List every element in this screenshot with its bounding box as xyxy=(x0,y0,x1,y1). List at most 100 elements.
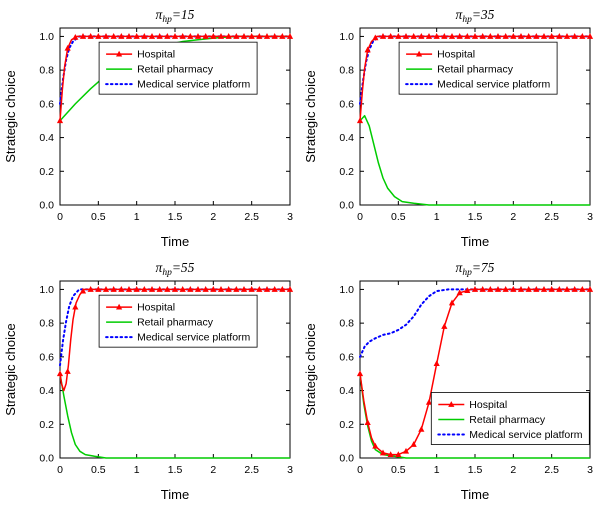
triangle-marker xyxy=(502,286,509,292)
legend: Hospital Retail pharmacy Medical service p… xyxy=(98,294,258,348)
triangle-marker xyxy=(517,33,525,39)
series-line-hospital xyxy=(359,288,590,456)
chart-pi-hp-35: 0 0.5 1 1.5 2 2.5 3 0.0 0.2 0.4 0.6 0.8 1.0 Time Strat… xyxy=(300,0,600,253)
triangle-marker xyxy=(56,117,64,124)
y-tick-label: 0.8 xyxy=(39,65,54,77)
triangle-marker xyxy=(579,33,586,39)
triangle-marker xyxy=(110,286,117,292)
y-tick-label: 0.4 xyxy=(39,385,54,397)
y-tick-label: 0.2 xyxy=(339,419,354,431)
triangle-marker xyxy=(171,33,179,39)
triangle-marker xyxy=(72,33,79,40)
x-tick-label: 3 xyxy=(587,464,593,476)
triangle-marker xyxy=(556,33,563,39)
triangle-marker xyxy=(402,33,410,39)
chart-svg: 0 0.5 1 1.5 2 2.5 3 0.0 0.2 0.4 0.6 0.8 1.0 Time Strat… xyxy=(303,7,594,249)
y-tick-label: 0.0 xyxy=(39,200,54,212)
triangle-marker xyxy=(464,287,471,293)
triangle-marker xyxy=(217,33,225,39)
y-axis: 0.0 0.2 0.4 0.6 0.8 1.0 xyxy=(39,31,290,212)
triangle-marker xyxy=(148,33,156,39)
triangle-marker xyxy=(418,425,425,432)
triangle-marker xyxy=(379,449,387,456)
triangle-marker xyxy=(456,289,463,296)
triangle-marker xyxy=(494,286,502,292)
triangle-marker xyxy=(441,33,448,39)
y-axis-label: Strategic choice xyxy=(3,323,18,416)
triangle-marker xyxy=(194,286,202,292)
y-tick-label: 0.8 xyxy=(39,318,54,330)
legend-box xyxy=(98,41,258,95)
triangle-marker xyxy=(510,286,517,292)
x-tick-label: 2.5 xyxy=(544,211,559,223)
series-markers-hospital xyxy=(56,286,294,377)
triangle-marker xyxy=(248,286,255,292)
x-axis: 0 0.5 1 1.5 2 2.5 3 xyxy=(57,28,293,223)
triangle-marker xyxy=(194,33,202,39)
chart-svg: 0 0.5 1 1.5 2 2.5 3 0.0 0.2 0.4 0.6 0.8 1.0 Time Strat… xyxy=(3,7,294,249)
triangle-marker xyxy=(156,286,163,292)
x-tick-label: 2.5 xyxy=(544,464,559,476)
triangle-marker xyxy=(56,370,64,377)
x-tick-label: 1.5 xyxy=(468,464,483,476)
x-tick-label: 1 xyxy=(134,464,140,476)
triangle-marker xyxy=(540,33,548,39)
chart-title: πhp=75 xyxy=(456,260,495,278)
y-tick-label: 0.4 xyxy=(339,132,354,144)
chart-svg: 0 0.5 1 1.5 2 2.5 3 0.0 0.2 0.4 0.6 0.8 1.0 Time Strat… xyxy=(303,260,594,502)
triangle-marker xyxy=(402,447,410,454)
legend-box xyxy=(398,41,558,95)
legend-label: Hospital xyxy=(137,49,175,61)
x-tick-label: 2 xyxy=(210,211,216,223)
triangle-marker xyxy=(217,286,225,292)
chart-title: πhp=15 xyxy=(156,7,195,25)
legend-label: Retail pharmacy xyxy=(469,414,546,426)
x-tick-label: 1 xyxy=(434,211,440,223)
triangle-marker xyxy=(102,33,110,39)
triangle-marker xyxy=(464,33,471,39)
y-tick-label: 1.0 xyxy=(339,31,354,43)
triangle-marker xyxy=(286,33,294,39)
x-tick-label: 1.5 xyxy=(468,211,483,223)
triangle-marker xyxy=(586,286,594,292)
triangle-marker xyxy=(125,33,133,39)
y-tick-label: 0.4 xyxy=(39,132,54,144)
x-axis: 0 0.5 1 1.5 2 2.5 3 xyxy=(57,281,293,476)
triangle-marker xyxy=(533,286,540,292)
y-tick-label: 0.6 xyxy=(339,98,354,110)
series-markers-hospital xyxy=(356,286,594,458)
triangle-marker xyxy=(187,33,194,39)
y-axis-label: Strategic choice xyxy=(303,323,318,416)
y-tick-label: 0.0 xyxy=(339,453,354,465)
triangle-marker xyxy=(441,323,448,329)
legend-label: Retail pharmacy xyxy=(437,64,514,76)
triangle-marker xyxy=(563,286,571,292)
triangle-marker xyxy=(502,33,509,39)
y-tick-label: 0.8 xyxy=(339,318,354,330)
y-tick-label: 1.0 xyxy=(39,31,54,43)
y-tick-label: 0.0 xyxy=(339,200,354,212)
series-line-retail xyxy=(359,114,590,206)
triangle-marker xyxy=(548,33,555,39)
triangle-marker xyxy=(425,33,433,39)
triangle-marker xyxy=(356,117,364,124)
chart-pi-hp-75: 0 0.5 1 1.5 2 2.5 3 0.0 0.2 0.4 0.6 0.8 1.0 Time Strat… xyxy=(300,253,600,506)
y-tick-label: 0.2 xyxy=(39,419,54,431)
triangle-marker xyxy=(110,33,117,39)
x-tick-label: 0.5 xyxy=(391,464,406,476)
y-tick-label: 0.0 xyxy=(39,453,54,465)
y-tick-label: 0.6 xyxy=(39,351,54,363)
triangle-marker xyxy=(286,286,294,292)
triangle-marker xyxy=(579,286,586,292)
x-tick-label: 1.5 xyxy=(168,211,183,223)
triangle-marker xyxy=(372,34,379,41)
legend-label: Hospital xyxy=(137,302,175,314)
triangle-marker xyxy=(240,33,248,39)
chart-title: πhp=55 xyxy=(156,260,195,278)
triangle-marker xyxy=(387,33,394,39)
x-tick-label: 0.5 xyxy=(91,464,106,476)
triangle-marker xyxy=(141,33,148,39)
triangle-marker xyxy=(456,33,463,39)
triangle-marker xyxy=(510,33,517,39)
triangle-marker xyxy=(410,33,417,39)
